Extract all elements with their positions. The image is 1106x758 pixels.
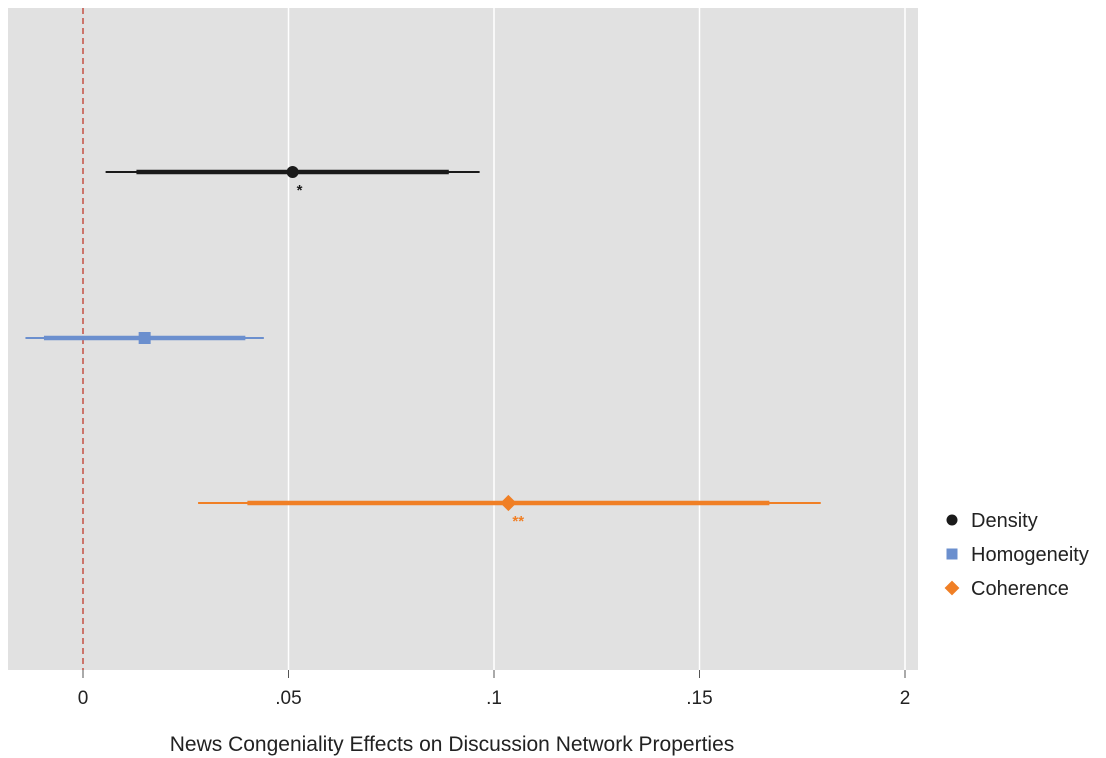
significance-label: ** <box>512 513 524 530</box>
legend-item-density: Density <box>946 510 1038 532</box>
legend-item-coherence: Coherence <box>944 578 1069 600</box>
series-density: * <box>105 166 480 199</box>
legend-label: Density <box>971 510 1038 532</box>
square-icon <box>946 548 958 560</box>
x-axis-ticks: 0 .05 .1 .15 2 <box>78 670 911 709</box>
circle-icon <box>946 514 958 526</box>
x-tick-label: .15 <box>686 688 712 709</box>
x-tick-label: .05 <box>275 688 301 709</box>
legend-item-homogeneity: Homogeneity <box>946 544 1089 566</box>
point-estimate <box>286 166 299 178</box>
x-tick-label: 2 <box>900 688 911 709</box>
legend-label: Homogeneity <box>971 544 1089 566</box>
point-estimate <box>138 332 151 344</box>
legend-label: Coherence <box>971 578 1069 600</box>
x-tick-label: 0 <box>78 688 89 709</box>
significance-label: * <box>297 182 303 199</box>
point-estimate <box>500 494 517 512</box>
diamond-icon <box>944 580 960 596</box>
legend: Density Homogeneity Coherence <box>944 510 1089 600</box>
x-tick-label: .1 <box>486 688 502 709</box>
series-homogeneity <box>25 332 264 344</box>
x-axis-title: News Congeniality Effects on Discussion … <box>170 733 735 756</box>
grid-lines <box>287 8 906 670</box>
series-coherence: ** <box>198 494 821 530</box>
series-layer: *** <box>25 166 821 530</box>
